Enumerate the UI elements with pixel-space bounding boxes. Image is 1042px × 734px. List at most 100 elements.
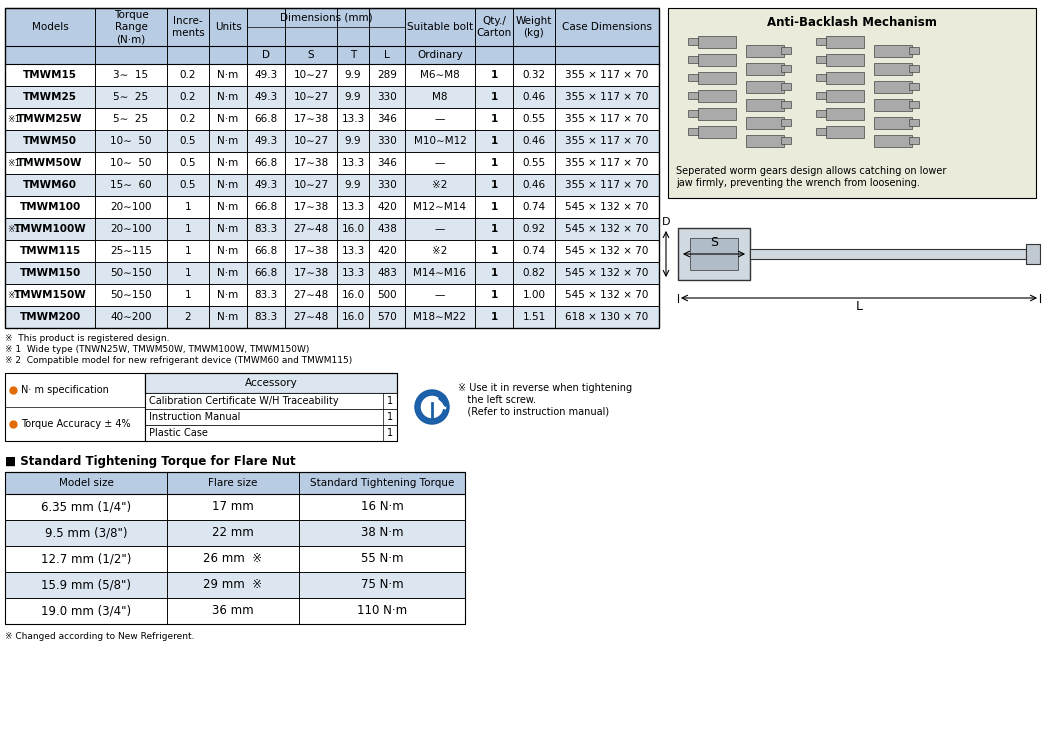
- Bar: [167, 306, 209, 328]
- Bar: [369, 262, 405, 284]
- Bar: [337, 240, 369, 262]
- Text: Plastic Case: Plastic Case: [149, 428, 207, 438]
- Text: N·m: N·m: [218, 246, 239, 256]
- Text: 0.5: 0.5: [180, 158, 196, 168]
- Bar: [513, 174, 555, 196]
- Bar: [299, 494, 465, 520]
- Bar: [746, 81, 784, 93]
- Bar: [405, 130, 475, 152]
- Text: 20∼100: 20∼100: [110, 224, 152, 234]
- Text: 9.5 mm (3/8"): 9.5 mm (3/8"): [45, 526, 127, 539]
- Text: ※1: ※1: [7, 291, 20, 299]
- Bar: [247, 108, 286, 130]
- Bar: [782, 83, 791, 90]
- Bar: [555, 218, 659, 240]
- Bar: [405, 284, 475, 306]
- Text: 15∼  60: 15∼ 60: [110, 180, 152, 190]
- Text: 355 × 117 × 70: 355 × 117 × 70: [566, 158, 649, 168]
- Bar: [513, 64, 555, 86]
- Text: —: —: [435, 290, 445, 300]
- Text: 16.0: 16.0: [342, 290, 365, 300]
- Text: Qty./
Carton: Qty./ Carton: [476, 16, 512, 38]
- Text: Case Dimensions: Case Dimensions: [562, 22, 652, 32]
- Bar: [209, 174, 247, 196]
- Bar: [698, 54, 736, 66]
- Bar: [826, 72, 864, 84]
- Bar: [5, 306, 95, 328]
- Bar: [826, 36, 864, 48]
- Bar: [337, 262, 369, 284]
- Bar: [167, 64, 209, 86]
- Text: 9.9: 9.9: [345, 92, 362, 102]
- Bar: [555, 130, 659, 152]
- Bar: [337, 284, 369, 306]
- Bar: [475, 284, 513, 306]
- Text: 0.5: 0.5: [180, 180, 196, 190]
- Text: 289: 289: [377, 70, 397, 80]
- Bar: [816, 128, 826, 135]
- Bar: [475, 86, 513, 108]
- Bar: [555, 64, 659, 86]
- Text: Flare size: Flare size: [208, 478, 257, 488]
- Text: 1: 1: [491, 180, 498, 190]
- Text: 0.74: 0.74: [522, 202, 546, 212]
- Bar: [555, 86, 659, 108]
- Bar: [555, 108, 659, 130]
- Text: D: D: [662, 217, 670, 227]
- Text: 83.3: 83.3: [254, 224, 277, 234]
- Text: ※ 2  Compatible model for new refrigerant device (TMWM60 and TMWM115): ※ 2 Compatible model for new refrigerant…: [5, 356, 352, 365]
- Bar: [209, 86, 247, 108]
- Text: 9.9: 9.9: [345, 70, 362, 80]
- Bar: [247, 152, 286, 174]
- Text: 2: 2: [184, 312, 192, 322]
- Bar: [5, 108, 95, 130]
- Bar: [5, 8, 659, 328]
- Text: Torque
Range
(N·m): Torque Range (N·m): [114, 10, 148, 44]
- Bar: [369, 284, 405, 306]
- Text: 1: 1: [184, 202, 192, 212]
- Bar: [369, 64, 405, 86]
- Bar: [5, 8, 95, 64]
- Bar: [5, 598, 167, 624]
- Bar: [5, 572, 167, 598]
- Text: M12∼M14: M12∼M14: [414, 202, 467, 212]
- Text: 10∼27: 10∼27: [294, 180, 328, 190]
- Bar: [513, 152, 555, 174]
- Text: 0.55: 0.55: [522, 114, 546, 124]
- Text: L: L: [384, 50, 390, 60]
- Text: 16.0: 16.0: [342, 312, 365, 322]
- Text: ※ Use it in reverse when tightening
   the left screw.
   (Refer to instruction : ※ Use it in reverse when tightening the …: [458, 383, 632, 416]
- Text: Suitable bolt: Suitable bolt: [407, 22, 473, 32]
- Text: 1: 1: [491, 312, 498, 322]
- Text: 330: 330: [377, 180, 397, 190]
- Bar: [555, 240, 659, 262]
- Bar: [247, 130, 286, 152]
- Text: TMWM25W: TMWM25W: [18, 114, 82, 124]
- Bar: [286, 8, 337, 64]
- Text: 0.2: 0.2: [180, 114, 196, 124]
- Bar: [513, 8, 555, 64]
- Text: ※ Changed according to New Refrigerent.: ※ Changed according to New Refrigerent.: [5, 632, 195, 641]
- Bar: [95, 86, 167, 108]
- Bar: [1026, 244, 1040, 264]
- Bar: [874, 45, 912, 57]
- Bar: [167, 240, 209, 262]
- Text: Calibration Certificate W/H Traceability: Calibration Certificate W/H Traceability: [149, 396, 339, 406]
- Bar: [299, 546, 465, 572]
- Text: 1: 1: [387, 428, 393, 438]
- Text: ■ Standard Tightening Torque for Flare Nut: ■ Standard Tightening Torque for Flare N…: [5, 455, 296, 468]
- Bar: [209, 8, 247, 64]
- Text: 9.9: 9.9: [345, 136, 362, 146]
- Text: M14∼M16: M14∼M16: [414, 268, 467, 278]
- Bar: [475, 152, 513, 174]
- Bar: [475, 130, 513, 152]
- Bar: [5, 86, 95, 108]
- Bar: [337, 218, 369, 240]
- Text: TMWM50: TMWM50: [23, 136, 77, 146]
- Bar: [405, 8, 475, 64]
- Bar: [167, 520, 299, 546]
- Text: 3∼  15: 3∼ 15: [114, 70, 149, 80]
- Text: 66.8: 66.8: [254, 246, 277, 256]
- Bar: [698, 108, 736, 120]
- Bar: [167, 546, 299, 572]
